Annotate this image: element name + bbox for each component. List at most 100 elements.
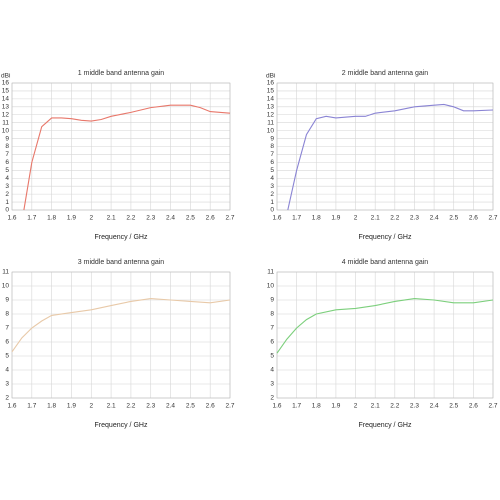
x-axis-label: Frequency / GHz <box>359 422 412 429</box>
y-tick-label: 8 <box>270 311 274 318</box>
y-tick-label: 2 <box>5 191 9 198</box>
y-tick-label: 1 <box>270 199 274 206</box>
y-tick-label: 6 <box>270 339 274 346</box>
x-tick-label: 2.5 <box>186 215 195 222</box>
x-tick-label: 2.1 <box>107 215 116 222</box>
chart-title: 1 middle band antenna gain <box>78 70 165 77</box>
y-tick-label: 4 <box>270 367 274 374</box>
y-tick-label: 8 <box>5 311 9 318</box>
x-tick-label: 1.6 <box>7 403 16 410</box>
y-tick-label: 11 <box>267 119 274 126</box>
y-tick-label: 5 <box>270 353 274 360</box>
x-tick-label: 2.1 <box>371 403 380 410</box>
y-tick-label: 5 <box>270 167 274 174</box>
y-tick-label: 4 <box>5 367 9 374</box>
y-tick-label: 4 <box>270 175 274 182</box>
y-tick-label: 15 <box>2 88 10 95</box>
x-tick-label: 2.2 <box>126 215 135 222</box>
x-tick-label: 1.8 <box>47 215 56 222</box>
y-tick-label: 12 <box>2 111 10 118</box>
plot-frame <box>11 271 231 399</box>
x-tick-label: 2 <box>89 403 93 410</box>
x-tick-label: 1.9 <box>331 403 340 410</box>
y-tick-label: 13 <box>267 104 275 111</box>
x-tick-label: 1.8 <box>47 403 56 410</box>
x-tick-label: 2.4 <box>166 403 175 410</box>
x-tick-label: 2.6 <box>206 215 215 222</box>
x-axis-label: Frequency / GHz <box>95 234 148 241</box>
y-tick-label: 7 <box>5 151 9 158</box>
x-tick-label: 2.3 <box>146 215 155 222</box>
x-tick-label: 2.4 <box>430 403 439 410</box>
y-tick-label: 9 <box>270 297 274 304</box>
y-tick-label: 9 <box>5 135 9 142</box>
chart-title: 4 middle band antenna gain <box>342 259 429 266</box>
y-tick-label: 2 <box>270 395 274 402</box>
y-tick-label: 12 <box>267 111 275 118</box>
y-tick-label: 16 <box>2 80 10 87</box>
plot-frame <box>276 271 494 399</box>
y-tick-label: 11 <box>2 119 9 126</box>
y-tick-label: 0 <box>270 207 274 214</box>
x-tick-label: 1.7 <box>27 215 36 222</box>
y-tick-label: 2 <box>5 395 9 402</box>
x-axis-label: Frequency / GHz <box>95 422 148 429</box>
x-axis-label: Frequency / GHz <box>359 234 412 241</box>
y-tick-label: 1 <box>5 199 9 206</box>
x-tick-label: 2.7 <box>488 403 497 410</box>
x-tick-label: 2.2 <box>390 403 399 410</box>
x-tick-label: 2.7 <box>488 215 497 222</box>
x-tick-label: 1.9 <box>67 215 76 222</box>
x-tick-label: 2.3 <box>410 215 419 222</box>
y-tick-label: 10 <box>267 127 275 134</box>
y-tick-label: 3 <box>270 183 274 190</box>
y-tick-label: 9 <box>270 135 274 142</box>
x-tick-label: 2.2 <box>390 215 399 222</box>
x-tick-label: 2.5 <box>449 215 458 222</box>
x-tick-label: 2.2 <box>126 403 135 410</box>
x-tick-label: 1.9 <box>67 403 76 410</box>
y-tick-label: 3 <box>5 381 9 388</box>
x-tick-label: 2.3 <box>410 403 419 410</box>
x-tick-label: 1.6 <box>7 215 16 222</box>
x-tick-label: 1.7 <box>292 403 301 410</box>
x-tick-label: 2.4 <box>430 215 439 222</box>
x-tick-label: 1.6 <box>272 215 281 222</box>
y-tick-label: 11 <box>267 269 274 276</box>
x-tick-label: 2.3 <box>146 403 155 410</box>
x-tick-label: 1.8 <box>312 403 321 410</box>
line <box>287 103 494 211</box>
x-tick-label: 2.5 <box>186 403 195 410</box>
y-tick-label: 0 <box>5 207 9 214</box>
line <box>23 104 231 211</box>
y-tick-label: 10 <box>2 283 10 290</box>
x-tick-label: 1.7 <box>292 215 301 222</box>
y-tick-label: 6 <box>5 159 9 166</box>
y-tick-label: 2 <box>270 191 274 198</box>
y-axis-label: dBi <box>1 73 10 80</box>
y-tick-label: 10 <box>267 283 275 290</box>
x-tick-label: 2.7 <box>225 215 234 222</box>
x-tick-label: 2.1 <box>371 215 380 222</box>
x-tick-label: 2.5 <box>449 403 458 410</box>
x-tick-label: 1.9 <box>331 215 340 222</box>
x-tick-label: 2 <box>89 215 93 222</box>
x-tick-label: 2.7 <box>225 403 234 410</box>
y-tick-label: 13 <box>2 104 10 111</box>
plot-frame <box>276 82 494 211</box>
x-tick-label: 2.6 <box>206 403 215 410</box>
plot-frame <box>11 82 231 211</box>
y-tick-label: 14 <box>2 96 10 103</box>
x-tick-label: 2 <box>354 215 358 222</box>
y-tick-label: 7 <box>270 151 274 158</box>
y-tick-label: 6 <box>270 159 274 166</box>
x-tick-label: 2.6 <box>469 403 478 410</box>
y-axis-label: dBi <box>266 73 275 80</box>
y-tick-label: 7 <box>270 325 274 332</box>
y-tick-label: 5 <box>5 167 9 174</box>
x-tick-label: 2.1 <box>107 403 116 410</box>
y-tick-label: 11 <box>2 269 9 276</box>
x-tick-label: 2 <box>354 403 358 410</box>
line <box>11 298 231 353</box>
